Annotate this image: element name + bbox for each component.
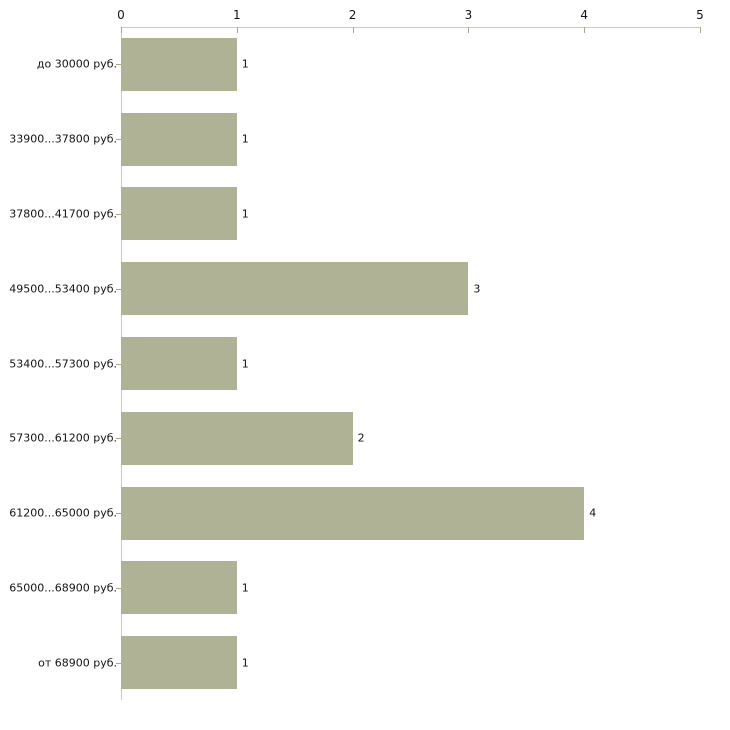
bar[interactable] bbox=[121, 337, 237, 390]
bar-value-label: 2 bbox=[357, 431, 365, 445]
category-label: 65000...68900 руб. bbox=[9, 581, 117, 595]
y-tick-mark bbox=[116, 662, 121, 664]
category-label: от 68900 руб. bbox=[38, 656, 117, 670]
y-tick-mark bbox=[116, 587, 121, 589]
x-tick-mark bbox=[121, 27, 122, 33]
bar-value-label: 1 bbox=[241, 57, 249, 71]
y-tick-mark bbox=[116, 513, 121, 515]
bar[interactable] bbox=[121, 262, 469, 316]
bar[interactable] bbox=[121, 37, 237, 91]
bar-value-label: 4 bbox=[589, 506, 597, 520]
bar-value-label: 3 bbox=[473, 282, 481, 296]
x-tick-label: 2 bbox=[348, 8, 357, 22]
x-tick-mark bbox=[584, 27, 586, 33]
bar[interactable] bbox=[121, 187, 237, 241]
category-label: 53400...57300 руб. bbox=[9, 357, 117, 370]
category-label: 37800...41700 руб. bbox=[9, 207, 117, 221]
bar-value-label: 1 bbox=[241, 357, 249, 370]
x-tick-label: 5 bbox=[696, 8, 704, 22]
x-tick-label: 0 bbox=[117, 8, 125, 22]
bar-value-label: 1 bbox=[241, 581, 249, 595]
x-tick-label: 1 bbox=[232, 8, 241, 22]
bar[interactable] bbox=[121, 636, 237, 690]
category-label: 49500...53400 руб. bbox=[9, 282, 117, 296]
category-label: 61200...65000 руб. bbox=[9, 506, 117, 520]
bar-value-label: 1 bbox=[241, 656, 249, 670]
y-tick-mark bbox=[116, 288, 121, 290]
bar[interactable] bbox=[121, 486, 585, 540]
x-tick-mark bbox=[352, 27, 354, 33]
y-tick-mark bbox=[116, 64, 121, 66]
bar[interactable] bbox=[121, 561, 237, 615]
x-tick-mark bbox=[468, 27, 470, 33]
category-label: 57300...61200 руб. bbox=[9, 431, 117, 445]
y-tick-mark bbox=[116, 139, 121, 141]
x-tick-label: 3 bbox=[464, 8, 473, 22]
x-axis-line bbox=[121, 27, 700, 28]
category-label: до 30000 руб. bbox=[36, 57, 117, 71]
y-tick-mark bbox=[116, 213, 121, 215]
x-tick-mark bbox=[700, 27, 701, 33]
x-tick-mark bbox=[236, 27, 238, 33]
x-tick-label: 4 bbox=[580, 8, 589, 22]
bar[interactable] bbox=[121, 112, 237, 166]
y-tick-mark bbox=[116, 363, 121, 365]
bar[interactable] bbox=[121, 411, 353, 465]
y-tick-mark bbox=[116, 438, 121, 440]
bar-value-label: 1 bbox=[241, 132, 249, 146]
category-label: 33900...37800 руб. bbox=[9, 132, 117, 146]
bar-value-label: 1 bbox=[241, 207, 249, 221]
